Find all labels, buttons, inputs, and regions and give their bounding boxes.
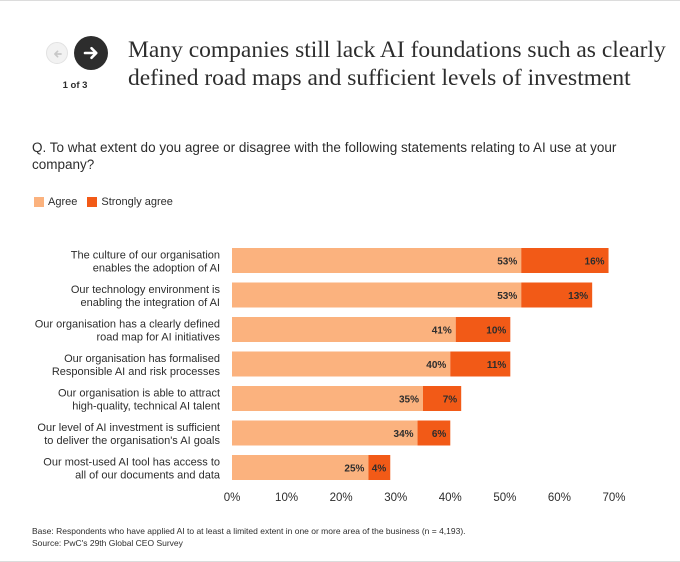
x-tick-label: 50% <box>493 492 516 504</box>
bar-agree <box>232 386 423 411</box>
x-tick-label: 30% <box>384 492 407 504</box>
x-tick-label: 10% <box>275 492 298 504</box>
data-label-agree: 53% <box>497 257 517 268</box>
data-label-strongly-agree: 7% <box>443 395 458 406</box>
x-tick-label: 40% <box>439 492 462 504</box>
bar-agree <box>232 282 522 308</box>
bar-strongly-agree <box>521 282 593 308</box>
x-tick-label: 0% <box>224 492 241 504</box>
category-label-line: Our technology environment is <box>71 284 221 296</box>
data-label-agree: 25% <box>344 464 364 475</box>
stacked-bar-chart: The culture of our organisation enables t… <box>35 248 626 504</box>
category-label: Our technology environment is enabling th… <box>71 284 221 309</box>
bar-strongly-agree <box>450 351 511 377</box>
footnote-base: Base: Respondents who have applied AI to… <box>32 526 466 536</box>
bar-strongly-agree <box>423 386 462 411</box>
category-label-line: Our organisation has a clearly defined <box>35 319 220 331</box>
bar-strongly-agree <box>417 420 451 446</box>
previous-slide-button[interactable] <box>46 42 68 64</box>
category-label-line: all of our documents and data <box>75 470 221 482</box>
survey-question: Q. To what extent do you agree or disagr… <box>32 140 617 172</box>
data-label-strongly-agree: 16% <box>585 257 605 268</box>
slide-counter: 1 of 3 <box>62 80 88 91</box>
x-tick-label: 20% <box>330 492 353 504</box>
data-label-agree: 40% <box>426 360 446 371</box>
legend-item-strongly-agree: Strongly agree <box>87 196 173 208</box>
chart-title: Many companies still lack AI foundations… <box>128 37 666 91</box>
data-label-strongly-agree: 11% <box>487 360 507 371</box>
footnote: Base: Respondents who have applied AI to… <box>32 526 466 549</box>
category-label: The culture of our organisation enables t… <box>71 250 220 275</box>
arrow-left-icon <box>54 50 62 58</box>
data-label-strongly-agree: 4% <box>372 464 387 475</box>
category-label-line: Our organisation has formalised <box>64 353 220 365</box>
top-divider <box>0 0 680 1</box>
next-slide-button[interactable] <box>74 36 108 70</box>
data-label-strongly-agree: 6% <box>432 429 447 440</box>
bar-agree <box>232 248 522 273</box>
data-label-strongly-agree: 10% <box>486 326 506 337</box>
data-label-agree: 53% <box>497 291 517 302</box>
legend-swatch-strongly-agree <box>87 197 98 207</box>
bar-strongly-agree <box>521 248 609 273</box>
legend-item-agree: Agree <box>34 196 77 208</box>
category-label-line: The culture of our organisation <box>71 250 220 262</box>
category-label-line: high-quality, technical AI talent <box>72 401 220 413</box>
legend-label-agree: Agree <box>48 196 78 208</box>
legend-swatch-agree <box>34 197 44 207</box>
category-label-line: enables the adoption of AI <box>93 263 220 275</box>
data-label-agree: 35% <box>399 395 419 406</box>
bar-agree <box>232 455 369 480</box>
legend-label-strongly-agree: Strongly agree <box>101 196 173 208</box>
category-label-line: road map for AI initiatives <box>96 332 220 344</box>
x-tick-label: 70% <box>602 492 625 504</box>
category-label-line: Our organisation is able to attract <box>58 388 220 400</box>
category-label: Our organisation has formalised Responsib… <box>52 353 221 378</box>
category-label: Our most-used AI tool has access to all o… <box>43 457 221 482</box>
chart-legend: Agree Strongly agree <box>34 196 183 208</box>
bar-agree <box>232 317 456 342</box>
category-label-line: Our level of AI investment is sufficient <box>37 422 220 434</box>
category-label-line: Our most-used AI tool has access to <box>43 457 220 469</box>
x-tick-label: 60% <box>548 492 571 504</box>
category-label: Our organisation has a clearly defined ro… <box>35 319 221 344</box>
category-label-line: Responsible AI and risk processes <box>52 366 221 378</box>
bar-strongly-agree <box>455 317 511 342</box>
category-label: Our level of AI investment is sufficient… <box>37 422 220 447</box>
data-label-strongly-agree: 13% <box>568 291 588 302</box>
data-label-agree: 41% <box>432 326 452 337</box>
category-label-line: to deliver the organisation's AI goals <box>44 435 220 447</box>
bar-agree <box>232 351 451 377</box>
bar-agree <box>232 420 418 446</box>
data-label-agree: 34% <box>394 429 414 440</box>
category-label: Our organisation is able to attract high-… <box>58 388 220 413</box>
category-label-line: enabling the integration of AI <box>81 297 220 309</box>
footnote-source: Source: PwC's 29th Global CEO Survey <box>32 537 183 548</box>
arrow-right-icon <box>83 46 98 60</box>
bar-strongly-agree <box>368 455 391 480</box>
